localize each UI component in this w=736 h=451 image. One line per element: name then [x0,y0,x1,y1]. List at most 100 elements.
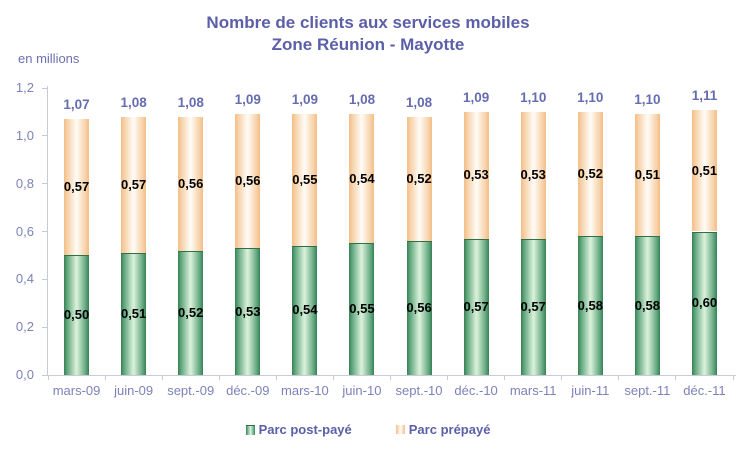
prepaye-value-label: 0,56 [235,173,261,189]
bar-segment-post-paye [634,236,660,375]
bar-segment-post-paye [349,243,375,375]
x-axis-category-label: juin-09 [114,383,154,398]
bar-segment-prepaye [577,111,603,237]
y-axis-tick-label: 0,4 [15,271,34,287]
y-axis-tick [42,374,47,376]
bar-segment-prepaye [64,119,90,256]
total-value-label: 1,10 [577,89,604,105]
bar-segment-post-paye [691,231,717,375]
prepaye-value-label: 0,56 [178,175,204,191]
y-axis-tick [42,231,47,232]
x-axis-tick [332,376,334,380]
chart-title-line1: Nombre de clients aux services mobiles [206,13,530,32]
x-axis-category-label: sept.-09 [167,383,215,398]
x-axis-category-label: déc.-09 [226,383,270,398]
y-axis-tick-label: 1,0 [15,127,34,143]
x-axis-tick [447,376,449,380]
bar-segment-post-paye [235,248,261,375]
total-value-label: 1,10 [520,89,547,105]
plot-area: 0,0 0,2 0,4 0,6 0,8 1,0 1,2 0,50 0,57 1,07 mars-09… [16,80,736,398]
bar-segment-prepaye [463,111,489,239]
y-axis-tick [42,278,47,280]
y-axis-tick [42,183,47,185]
x-axis-tick [104,376,106,380]
chart-title-line2: Zone Réunion - Mayotte [271,35,465,54]
post-paye-value-label: 0,50 [63,307,90,323]
legend-label-post-paye: Parc post-payé [258,422,352,437]
post-paye-value-label: 0,52 [178,304,204,320]
bar-segment-post-paye [292,245,318,375]
prepaye-value-label: 0,57 [120,176,147,192]
post-paye-value-label: 0,51 [120,306,147,321]
bar-segment-prepaye [349,114,375,244]
prepaye-value-label: 0,51 [634,167,661,183]
bar-segment-prepaye [520,111,546,239]
x-axis-category-label: déc.-10 [454,383,498,398]
prepaye-value-label: 0,52 [406,170,432,186]
prepaye-value-label: 0,55 [292,172,318,188]
x-axis-category-label: juin-11 [571,383,610,398]
x-axis-line [43,375,736,376]
x-axis-tick [561,376,563,380]
chart-legend: Parc post-payé Parc prépayé [0,422,736,437]
x-axis-tick [275,376,277,380]
prepaye-value-label: 0,53 [463,167,489,183]
bar-segment-post-paye [64,255,90,375]
prepaye-value-label: 0,52 [577,166,603,182]
post-paye-value-label: 0,60 [691,295,718,311]
post-paye-value-label: 0,58 [634,297,661,313]
total-value-label: 1,11 [691,87,718,103]
x-axis-tick [47,376,49,380]
x-axis-category-label: mars-11 [509,383,557,398]
x-axis-category-label: mars-10 [281,383,329,398]
bar-segment-post-paye [406,241,432,375]
x-axis-tick [504,376,506,380]
bar-segment-post-paye [121,253,147,375]
y-axis-tick [42,87,47,89]
axis-unit-note: en millions [18,51,80,66]
y-axis-line [47,86,48,376]
bar-segment-post-paye [577,236,603,375]
total-value-label: 1,09 [234,92,261,108]
total-value-label: 1,08 [348,92,376,108]
bar-segment-post-paye [463,238,489,375]
legend-swatch-post-paye-icon [245,424,255,435]
bar-segment-post-paye [178,250,204,375]
post-paye-value-label: 0,56 [406,300,432,316]
legend-item-prepaye: Parc prépayé [395,422,491,437]
x-axis-tick [675,376,677,380]
x-axis-category-label: sept.-11 [624,383,671,398]
legend-item-post-paye: Parc post-payé [245,422,352,437]
total-value-label: 1,08 [177,94,204,110]
bar-segment-prepaye [691,109,717,232]
bar-segment-prepaye [634,114,660,237]
post-paye-value-label: 0,57 [520,298,546,314]
post-paye-value-label: 0,58 [577,297,603,313]
x-axis-tick [390,376,391,380]
post-paye-value-label: 0,54 [292,302,318,318]
total-value-label: 1,09 [291,92,319,108]
x-axis-category-label: sept.-10 [395,383,443,398]
x-axis-tick [618,376,620,380]
x-axis-category-label: mars-09 [52,383,101,398]
prepaye-value-label: 0,51 [691,162,718,178]
x-axis-category-label: juin-10 [342,383,382,398]
total-value-label: 1,07 [63,97,90,113]
total-value-label: 1,09 [462,89,490,105]
total-value-label: 1,08 [120,94,147,110]
post-paye-value-label: 0,53 [235,303,261,319]
y-axis-tick-label: 1,2 [15,80,34,95]
post-paye-value-label: 0,57 [463,298,489,314]
bar-segment-prepaye [121,116,147,253]
y-axis-tick [42,135,47,137]
prepaye-value-label: 0,53 [520,167,546,183]
bar-segment-post-paye [520,238,546,375]
total-value-label: 1,10 [634,92,661,108]
prepaye-value-label: 0,57 [63,179,90,195]
bar-segment-prepaye [292,114,318,246]
total-value-label: 1,08 [405,94,433,110]
y-axis-tick [42,326,47,328]
bar-segment-prepaye [178,116,204,251]
y-axis-tick-label: 0,6 [15,223,34,239]
legend-label-prepaye: Parc prépayé [408,422,491,437]
